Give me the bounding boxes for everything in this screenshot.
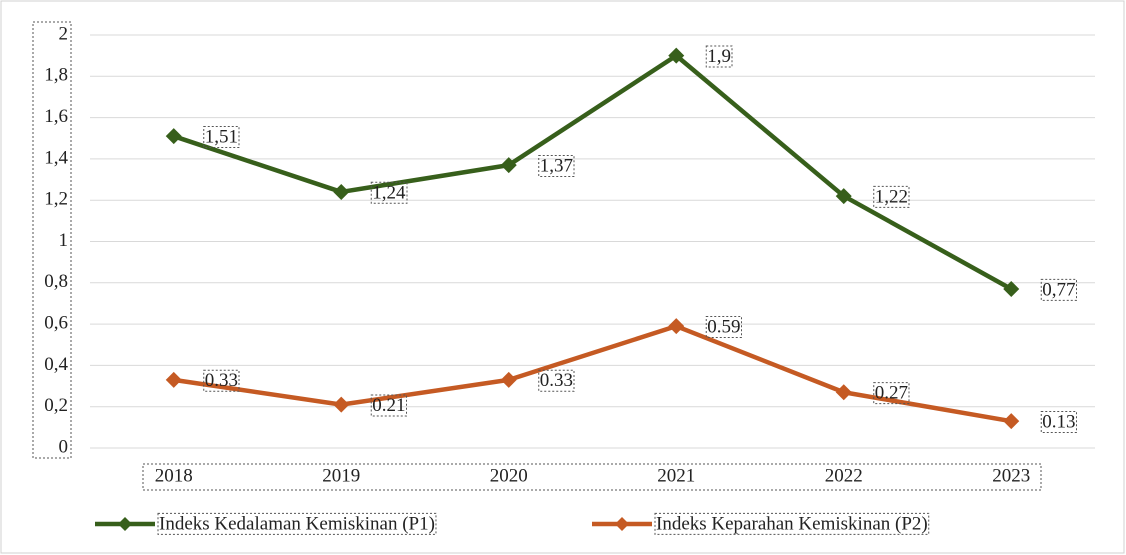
y-tick-label: 0 xyxy=(59,436,69,457)
y-tick-label: 0,4 xyxy=(44,354,68,375)
data-label: 0.27 xyxy=(875,383,908,404)
y-tick-label: 1,4 xyxy=(44,147,68,168)
legend-label-box xyxy=(654,512,930,535)
data-label-box xyxy=(1040,278,1077,301)
point-marker xyxy=(835,188,852,205)
point-marker xyxy=(835,384,852,401)
point-marker xyxy=(500,157,517,174)
y-tick-label: 0,6 xyxy=(44,312,68,333)
y-tick-label: 1 xyxy=(59,230,69,251)
data-label: 0.21 xyxy=(372,395,405,416)
legend-marker xyxy=(615,517,629,531)
series-line xyxy=(173,53,1013,291)
y-tick-label: 1,6 xyxy=(44,106,68,127)
data-label-box xyxy=(370,181,408,204)
data-label-box xyxy=(538,369,575,392)
data-label-box xyxy=(203,369,240,392)
point-marker xyxy=(668,318,685,335)
data-label-box xyxy=(873,382,910,405)
data-label: 0.33 xyxy=(205,370,238,391)
data-label-box xyxy=(1040,411,1077,434)
x-tick-label: 2023 xyxy=(992,465,1030,486)
data-label-box xyxy=(873,185,910,208)
legend-marker xyxy=(118,517,132,531)
legend-label: Indeks Keparahan Kemiskinan (P2) xyxy=(656,513,928,534)
data-label-box xyxy=(705,316,742,339)
x-tick-label: 2019 xyxy=(322,465,360,486)
data-label: 0.59 xyxy=(707,317,740,338)
data-label-box xyxy=(538,154,575,177)
data-label: 1,51 xyxy=(205,127,238,148)
point-marker xyxy=(333,396,350,413)
x-tick-label: 2020 xyxy=(490,465,528,486)
data-label: 1,22 xyxy=(875,186,908,207)
data-label-box xyxy=(203,126,240,149)
point-marker xyxy=(165,371,182,388)
data-label-box xyxy=(370,394,407,417)
legend-label: Indeks Kedalaman Kemiskinan (P1) xyxy=(159,513,435,534)
legend-label-box xyxy=(157,512,437,535)
x-tick-label: 2021 xyxy=(657,465,695,486)
point-marker xyxy=(1003,413,1020,430)
y-tick-label: 0,2 xyxy=(44,395,68,416)
data-label: 1,9 xyxy=(707,46,731,67)
point-marker xyxy=(165,128,182,145)
data-label: 1,37 xyxy=(540,155,573,176)
point-marker xyxy=(1003,280,1020,297)
y-tick-label: 1,2 xyxy=(44,189,68,210)
point-marker xyxy=(333,183,350,200)
point-marker xyxy=(668,47,685,64)
data-label-box xyxy=(705,45,733,68)
data-label: 0.33 xyxy=(540,370,573,391)
y-tick-label: 0,8 xyxy=(44,271,68,292)
y-tick-label: 2 xyxy=(59,23,69,44)
data-label: 0.13 xyxy=(1042,412,1075,433)
x-tick-label: 2022 xyxy=(825,465,863,486)
data-label: 0,77 xyxy=(1042,279,1075,300)
x-axis-box xyxy=(142,463,1042,491)
point-marker xyxy=(500,371,517,388)
series-line xyxy=(173,323,1012,424)
y-axis-box xyxy=(32,21,72,459)
x-tick-label: 2018 xyxy=(155,465,193,486)
y-tick-label: 1,8 xyxy=(44,65,68,86)
data-label: 1,24 xyxy=(372,182,406,203)
